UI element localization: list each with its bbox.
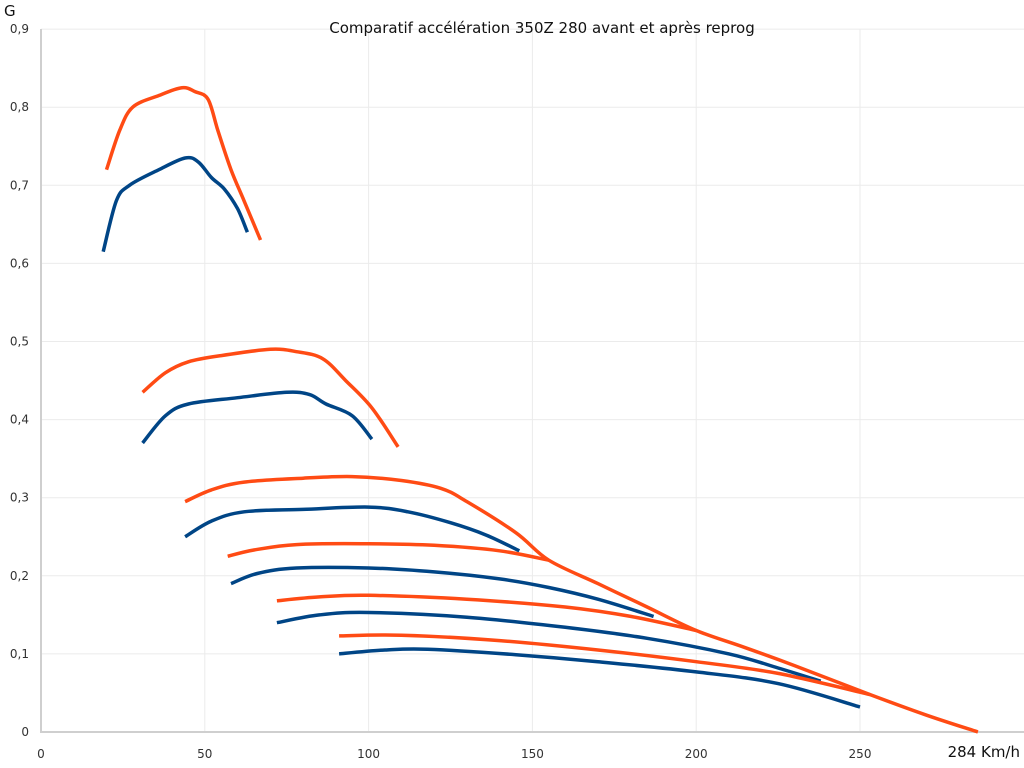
series-line-apres-gear-5 xyxy=(276,593,697,633)
x-tick-label: 150 xyxy=(521,747,544,761)
series-line-avant-gear-2 xyxy=(141,390,374,445)
x-tick-label: 250 xyxy=(849,747,872,761)
series-line-apres-gear-1 xyxy=(104,85,263,241)
x-tick-label: 200 xyxy=(685,747,708,761)
series-line-avant-gear-5 xyxy=(276,610,822,683)
x-tick-label: 100 xyxy=(357,747,380,761)
y-tick-label: 0,7 xyxy=(10,178,29,192)
y-tick-label: 0,9 xyxy=(10,22,29,36)
y-tick-label: 0,3 xyxy=(10,491,29,505)
x-tick-label: 50 xyxy=(197,747,212,761)
x-tick-labels: 0 50 100 150 200 250 xyxy=(37,747,871,761)
x-axis-label: 284 Km/h xyxy=(948,743,1020,761)
series-line-apres-gear-4 xyxy=(227,541,550,562)
y-tick-label: 0,1 xyxy=(10,647,29,661)
y-tick-label: 0,6 xyxy=(10,256,29,270)
series-line-apres-gear-2 xyxy=(141,347,400,448)
y-tick-label: 0 xyxy=(21,725,29,739)
y-axis-label: G xyxy=(4,2,16,20)
y-tick-label: 0,5 xyxy=(10,335,29,349)
series-line-apres-gear-3 xyxy=(184,474,979,734)
x-tick-label: 0 xyxy=(37,747,45,761)
axes xyxy=(40,29,1024,733)
gridlines xyxy=(41,28,1024,732)
series-line-apres-gear-6 xyxy=(339,633,871,697)
y-tick-label: 0,4 xyxy=(10,413,29,427)
chart-title: Comparatif accélération 350Z 280 avant e… xyxy=(329,19,754,37)
y-tick-label: 0,2 xyxy=(10,569,29,583)
series-line-avant-gear-3 xyxy=(184,505,521,553)
series-line-avant-gear-4 xyxy=(230,565,655,619)
series-lines xyxy=(101,85,979,734)
series-line-avant-gear-6 xyxy=(338,647,861,709)
y-tick-label: 0,8 xyxy=(10,100,29,114)
y-tick-labels: 0 0,1 0,2 0,3 0,4 0,5 0,6 0,7 0,8 0,9 xyxy=(10,22,29,739)
series-line-avant-gear-1 xyxy=(101,155,250,253)
